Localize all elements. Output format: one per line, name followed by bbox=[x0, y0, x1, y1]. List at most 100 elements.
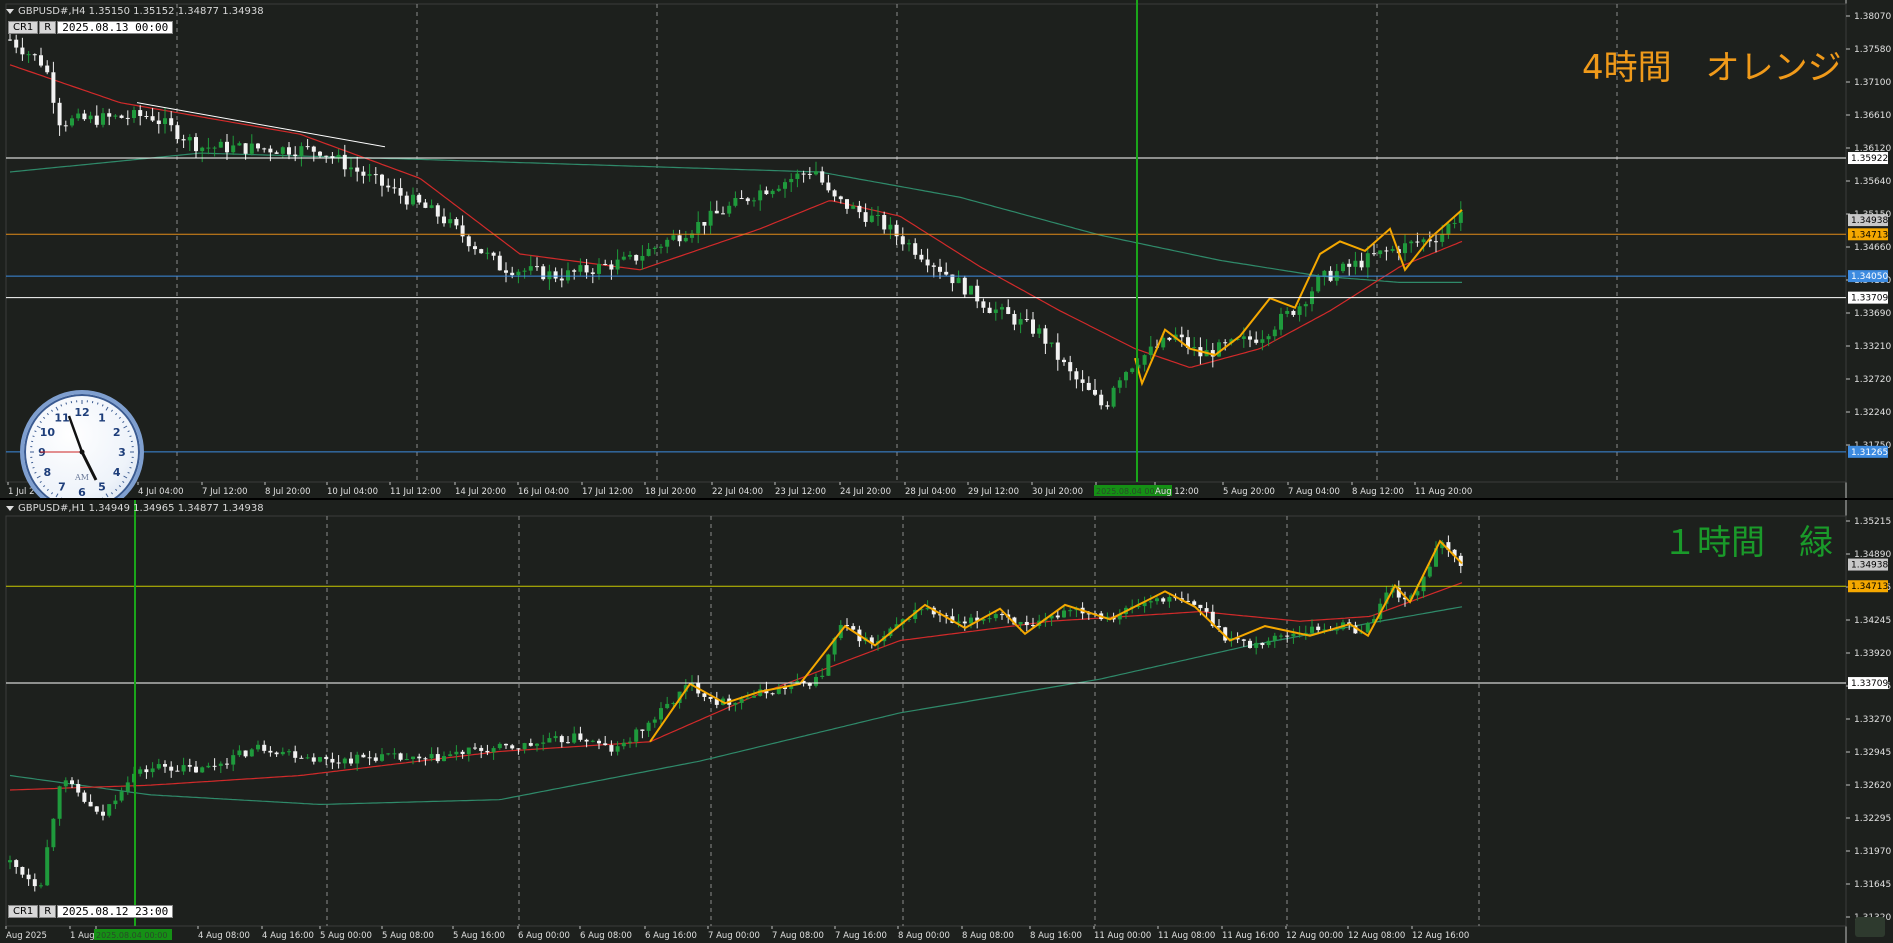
h1-chart-canvas[interactable]: 1.352151.348901.345651.342451.339201.335… bbox=[0, 500, 1893, 943]
slow-moving-average bbox=[9, 606, 1463, 805]
clock-tick bbox=[110, 409, 113, 412]
bull-candle bbox=[1322, 629, 1327, 631]
bull-candle bbox=[442, 756, 446, 762]
plot-border bbox=[5, 515, 1847, 927]
bull-candle bbox=[125, 782, 130, 792]
bear-candle bbox=[745, 198, 750, 202]
bull-candle bbox=[1409, 241, 1414, 244]
bear-candle bbox=[944, 271, 949, 275]
clock-numeral: 1 bbox=[98, 411, 106, 424]
price-tick-label: 1.34245 bbox=[1854, 616, 1891, 626]
price-tick-label: 1.35215 bbox=[1854, 517, 1891, 527]
bear-candle bbox=[597, 740, 601, 744]
bear-candle bbox=[1316, 626, 1321, 631]
collapse-triangle-icon[interactable] bbox=[6, 8, 14, 14]
bull-candle bbox=[1037, 328, 1042, 334]
bull-candle bbox=[156, 764, 161, 769]
bear-candle bbox=[1093, 389, 1097, 395]
bear-candle bbox=[1217, 625, 1221, 628]
bull-candle bbox=[628, 741, 632, 743]
h1-cr-badge[interactable]: CR1 bbox=[8, 905, 39, 918]
bull-candle bbox=[299, 146, 304, 157]
bear-candle bbox=[845, 625, 849, 627]
h4-cr-badge[interactable]: CR1 bbox=[8, 21, 39, 34]
bull-candle bbox=[671, 235, 676, 240]
bull-candle bbox=[386, 753, 391, 755]
price-tick-label: 1.38070 bbox=[1854, 12, 1891, 22]
bear-candle bbox=[590, 272, 595, 274]
time-tick-label: 10 Jul 04:00 bbox=[327, 487, 378, 497]
bear-candle bbox=[144, 115, 149, 117]
bear-candle bbox=[1186, 600, 1190, 602]
clock-tick bbox=[129, 466, 132, 469]
bull-candle bbox=[876, 215, 880, 217]
bull-candle bbox=[956, 277, 961, 284]
bull-candle bbox=[987, 618, 992, 620]
time-tick-label: 4 Aug 16:00 bbox=[262, 931, 314, 941]
bear-candle bbox=[435, 754, 440, 762]
bull-candle bbox=[621, 256, 626, 260]
bull-candle bbox=[491, 748, 496, 753]
bear-candle bbox=[1210, 350, 1215, 357]
bull-candle bbox=[597, 263, 601, 274]
h1-chart-pane[interactable]: 1.352151.348901.345651.342451.339201.335… bbox=[0, 500, 1893, 943]
bear-candle bbox=[460, 225, 465, 237]
price-tag-label: 1.33709 bbox=[1851, 294, 1888, 304]
bull-candle bbox=[752, 200, 756, 202]
bear-candle bbox=[1167, 337, 1172, 340]
clock-numeral: 10 bbox=[40, 426, 56, 439]
bear-candle bbox=[311, 757, 316, 762]
h4-chart-pane[interactable]: 1.38070 1.37580 1.37100 1.36610 1.36120 1.356… bbox=[0, 0, 1893, 500]
price-tick-label: 1.33690 bbox=[1854, 309, 1891, 319]
h1-datetime: 2025.08.12 23:00 bbox=[57, 905, 174, 918]
bear-candle bbox=[1031, 625, 1035, 627]
bear-candle bbox=[380, 174, 384, 186]
bear-candle bbox=[1260, 642, 1265, 646]
bull-candle bbox=[305, 757, 310, 759]
bear-candle bbox=[293, 154, 298, 157]
bear-candle bbox=[1291, 310, 1296, 315]
bear-candle bbox=[504, 270, 508, 273]
time-tick-label: 6 Aug 16:00 bbox=[645, 931, 697, 941]
bear-candle bbox=[26, 874, 31, 880]
bull-candle bbox=[119, 791, 124, 801]
bull-candle bbox=[1217, 342, 1221, 357]
h1-r-badge[interactable]: R bbox=[39, 905, 57, 918]
pane-separator[interactable] bbox=[0, 498, 1893, 501]
analog-clock: 121234567891011AM bbox=[20, 390, 144, 500]
bull-candle bbox=[497, 743, 502, 749]
clock-tick bbox=[127, 430, 130, 433]
h4-r-badge[interactable]: R bbox=[39, 21, 57, 34]
time-tick-label: 14 Jul 20:00 bbox=[455, 487, 506, 497]
bear-candle bbox=[243, 143, 248, 154]
price-tick-label: 1.34660 bbox=[1854, 243, 1891, 253]
bull-candle bbox=[640, 255, 645, 261]
bear-candle bbox=[473, 747, 477, 749]
time-tick-label: 6 Aug 08:00 bbox=[580, 931, 632, 941]
bull-candle bbox=[888, 224, 893, 230]
bear-candle bbox=[640, 729, 645, 731]
bear-candle bbox=[1241, 639, 1246, 641]
bull-candle bbox=[107, 804, 112, 816]
bear-candle bbox=[318, 151, 322, 156]
bear-candle bbox=[702, 693, 707, 697]
bull-candle bbox=[1285, 310, 1290, 314]
collapse-triangle-icon[interactable] bbox=[6, 505, 14, 511]
h4-chart-canvas[interactable]: 1.38070 1.37580 1.37100 1.36610 1.36120 1.356… bbox=[0, 0, 1893, 500]
app-corner-icon[interactable] bbox=[1855, 917, 1885, 937]
bear-candle bbox=[479, 747, 484, 751]
bear-candle bbox=[1012, 313, 1017, 325]
bull-candle bbox=[466, 747, 471, 755]
clock-tick bbox=[65, 402, 68, 405]
bull-candle bbox=[404, 758, 409, 760]
time-tick-label: 7 Aug 08:00 bbox=[772, 931, 824, 941]
bear-candle bbox=[981, 301, 986, 308]
bull-candle bbox=[1421, 576, 1426, 592]
bull-candle bbox=[280, 751, 285, 755]
clock-tick bbox=[129, 435, 132, 438]
clock-numeral: 6 bbox=[78, 486, 86, 499]
clock-numeral: 8 bbox=[44, 466, 52, 479]
bull-candle bbox=[63, 780, 68, 787]
bear-candle bbox=[262, 148, 267, 150]
bear-candle bbox=[603, 263, 608, 265]
